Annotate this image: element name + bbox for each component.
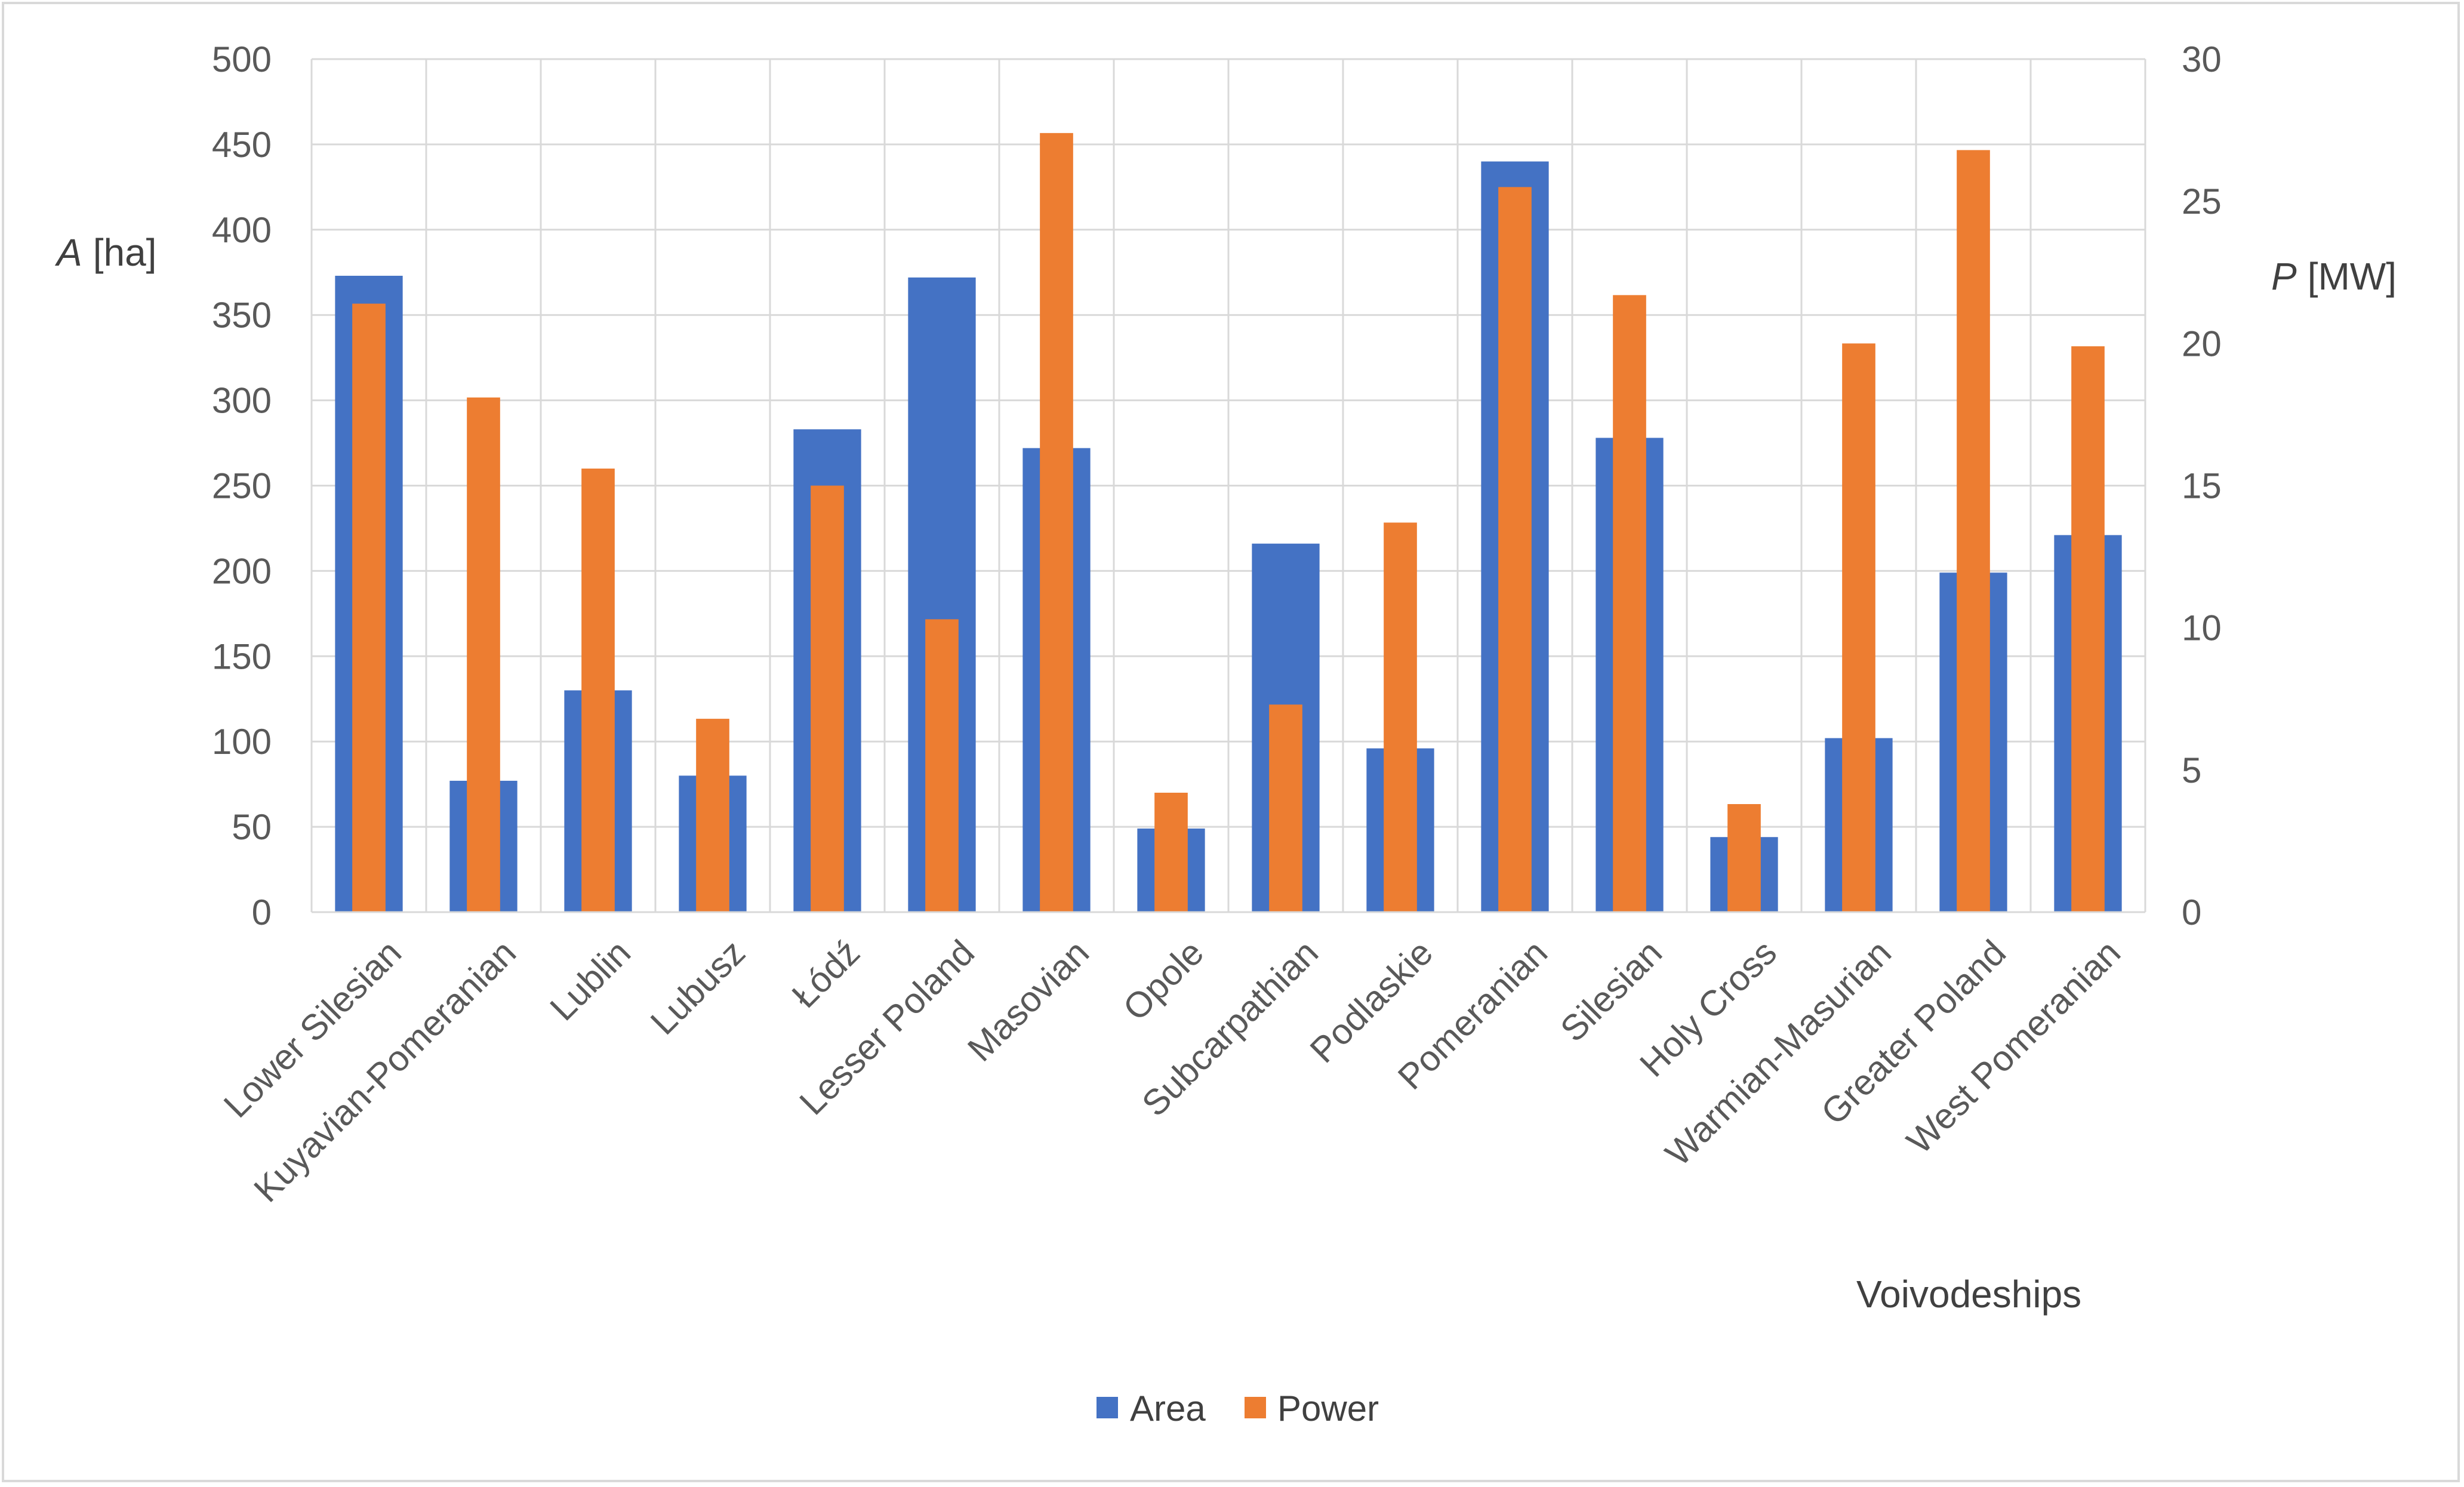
y2-tick-label: 15 [2182, 466, 2222, 506]
y-tick-label: 250 [212, 466, 272, 506]
x-tick-label: Opole [1116, 932, 1212, 1029]
bar-power [1957, 150, 1990, 913]
right-axis-ticks: 0 5 10 15 20 25 30 [2182, 39, 2222, 932]
y2-tick-label: 20 [2182, 324, 2222, 364]
x-tick-label: Lubusz [643, 932, 753, 1042]
bar-power [925, 619, 959, 912]
y-tick-label: 300 [212, 381, 272, 421]
y-tick-label: 500 [212, 39, 272, 79]
y2-tick-label: 25 [2182, 181, 2222, 221]
bar-power [352, 303, 386, 912]
y2-tick-label: 0 [2182, 892, 2201, 932]
x-axis-title: Voivodeships [1856, 1273, 2081, 1316]
bar-power [696, 719, 729, 912]
legend: Area Power [1097, 1389, 1379, 1428]
x-tick-label: Silesian [1553, 932, 1670, 1049]
y2-tick-label: 10 [2182, 608, 2222, 648]
bar-power [467, 397, 500, 912]
y-tick-label: 450 [212, 125, 272, 165]
y-tick-label: 50 [232, 807, 272, 847]
y-tick-label: 350 [212, 295, 272, 335]
x-tick-label: Łódź [784, 932, 867, 1015]
y-tick-label: 0 [252, 892, 272, 932]
left-axis-ticks: 0 50 100 150 200 250 300 350 400 450 500 [212, 39, 272, 932]
legend-swatch-area [1097, 1397, 1118, 1418]
y2-tick-label: 30 [2182, 39, 2222, 79]
x-tick-label: West Pomeranian [1899, 932, 2128, 1162]
bar-power [1727, 803, 1761, 912]
bar-power [2071, 346, 2105, 912]
bars [335, 133, 2122, 913]
y-axis-title: A [ha] [54, 231, 156, 274]
bar-power [1040, 133, 1073, 912]
y-tick-label: 400 [212, 210, 272, 250]
bar-power [1498, 187, 1532, 913]
y-tick-label: 100 [212, 722, 272, 762]
y2-tick-label: 5 [2182, 750, 2201, 790]
x-tick-label: Masovian [960, 932, 1097, 1069]
legend-label-area: Area [1130, 1389, 1206, 1428]
x-tick-label: Lublin [543, 932, 639, 1029]
x-tick-label: Warmian-Masurian [1658, 932, 1899, 1174]
bar-power [1154, 792, 1188, 912]
y-tick-label: 150 [212, 636, 272, 676]
legend-swatch-power [1245, 1397, 1266, 1418]
legend-label-power: Power [1277, 1389, 1379, 1428]
bar-power [1842, 343, 1875, 912]
bar-power [581, 468, 615, 912]
bar-power [1384, 522, 1417, 912]
y2-axis-title: P [MW] [2271, 255, 2397, 298]
y-tick-label: 200 [212, 551, 272, 591]
bar-power [1269, 704, 1302, 912]
bar-power [1613, 295, 1646, 912]
bar-power [811, 485, 844, 912]
